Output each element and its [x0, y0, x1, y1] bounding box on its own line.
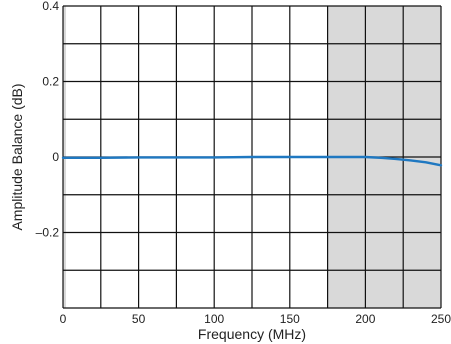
series-line-0	[61, 155, 443, 167]
y-tick-label: –0.2	[36, 226, 60, 240]
x-tick-label: 50	[132, 312, 146, 326]
grid	[62, 5, 442, 309]
x-tick-label: 100	[204, 312, 224, 326]
y-tick-label: 0.2	[42, 75, 59, 89]
series-layer	[61, 155, 443, 167]
x-tick-label: 250	[431, 312, 451, 326]
y-tick-label: 0.4	[42, 0, 59, 13]
tick-labels: 0 50 100 150 200 250 0.4 0.2 0 –0.2	[36, 0, 451, 326]
x-tick-label: 150	[280, 312, 300, 326]
x-tick-label: 0	[60, 312, 67, 326]
y-tick-label: 0	[52, 150, 59, 164]
x-axis-label: Frequency (MHz)	[198, 326, 306, 342]
x-tick-label: 200	[355, 312, 375, 326]
y-axis-label: Amplitude Balance (dB)	[9, 83, 25, 230]
